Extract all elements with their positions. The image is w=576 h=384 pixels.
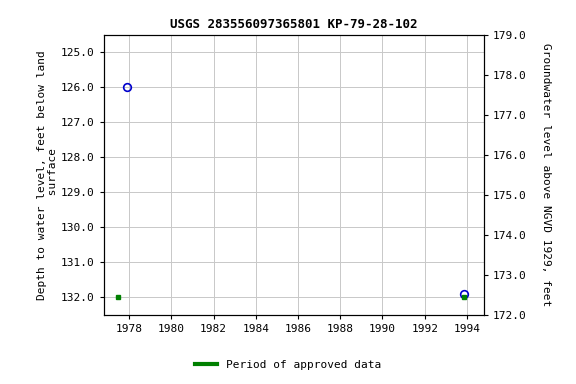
Legend: Period of approved data: Period of approved data (191, 356, 385, 375)
Y-axis label: Groundwater level above NGVD 1929, feet: Groundwater level above NGVD 1929, feet (540, 43, 551, 306)
Y-axis label: Depth to water level, feet below land
 surface: Depth to water level, feet below land su… (36, 50, 58, 300)
Title: USGS 283556097365801 KP-79-28-102: USGS 283556097365801 KP-79-28-102 (170, 18, 418, 31)
